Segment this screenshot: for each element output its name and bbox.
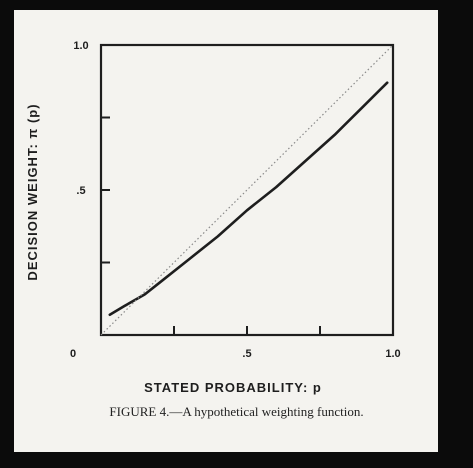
figure-caption: FIGURE 4.—A hypothetical weighting funct… <box>109 404 364 419</box>
figure-page <box>14 10 438 452</box>
plot-frame <box>99 43 395 337</box>
y-tick-label: .5 <box>76 185 85 197</box>
y-tick-label: 1.0 <box>73 40 88 52</box>
x-tick-label: .5 <box>242 348 251 360</box>
weighting-function-curve <box>108 81 389 316</box>
x-tick-label: 1.0 <box>385 348 400 360</box>
reference-diagonal-line <box>100 44 394 336</box>
x-tick-label: 0 <box>70 348 76 360</box>
y-axis-label: DECISION WEIGHT: π (p) <box>25 103 40 280</box>
x-axis-label: STATED PROBABILITY: p <box>144 380 322 395</box>
